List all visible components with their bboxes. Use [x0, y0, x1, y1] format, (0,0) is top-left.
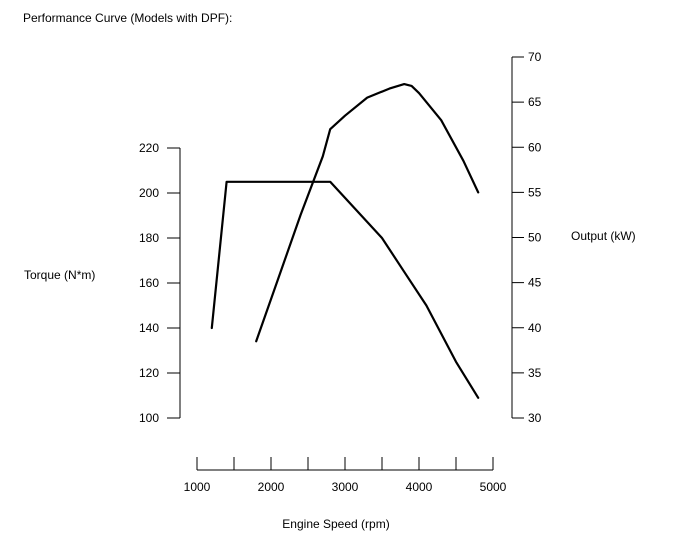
- right-y-tick-label: 45: [528, 276, 542, 290]
- left-y-tick-label: 140: [139, 321, 159, 335]
- right-y-tick-label: 55: [528, 185, 542, 199]
- x-tick-label: 3000: [332, 480, 359, 494]
- right-y-tick-label: 65: [528, 95, 542, 109]
- right-y-tick-label: 40: [528, 321, 542, 335]
- x-axis-ticks: 1000 2000 3000 4000 5000: [184, 457, 507, 494]
- left-y-tick-label: 200: [139, 186, 159, 200]
- left-y-axis-ticks: 100 120 140 160 180 200 220: [139, 141, 180, 425]
- left-y-tick-label: 220: [139, 141, 159, 155]
- x-tick-label: 2000: [258, 480, 285, 494]
- right-y-axis-ticks: 30 35 40 45 50 55 60 65 70: [512, 50, 542, 425]
- output-curve: [255, 82, 480, 343]
- left-y-tick-label: 100: [139, 411, 159, 425]
- y-axis-right-label: Output (kW): [571, 229, 636, 243]
- torque-curve: [210, 180, 480, 399]
- right-y-tick-label: 50: [528, 231, 542, 245]
- right-y-tick-label: 30: [528, 411, 542, 425]
- x-tick-label: 4000: [406, 480, 433, 494]
- chart-title: Performance Curve (Models with DPF):: [23, 11, 232, 25]
- right-y-tick-label: 60: [528, 140, 542, 154]
- x-tick-label: 1000: [184, 480, 211, 494]
- x-tick-label: 5000: [480, 480, 507, 494]
- series-layer: [210, 82, 480, 399]
- left-y-tick-label: 180: [139, 231, 159, 245]
- right-y-tick-label: 35: [528, 366, 542, 380]
- left-y-tick-label: 120: [139, 366, 159, 380]
- x-axis-label: Engine Speed (rpm): [282, 517, 389, 531]
- left-y-tick-label: 160: [139, 276, 159, 290]
- y-axis-left-label: Torque (N*m): [24, 268, 95, 282]
- right-y-tick-label: 70: [528, 50, 542, 64]
